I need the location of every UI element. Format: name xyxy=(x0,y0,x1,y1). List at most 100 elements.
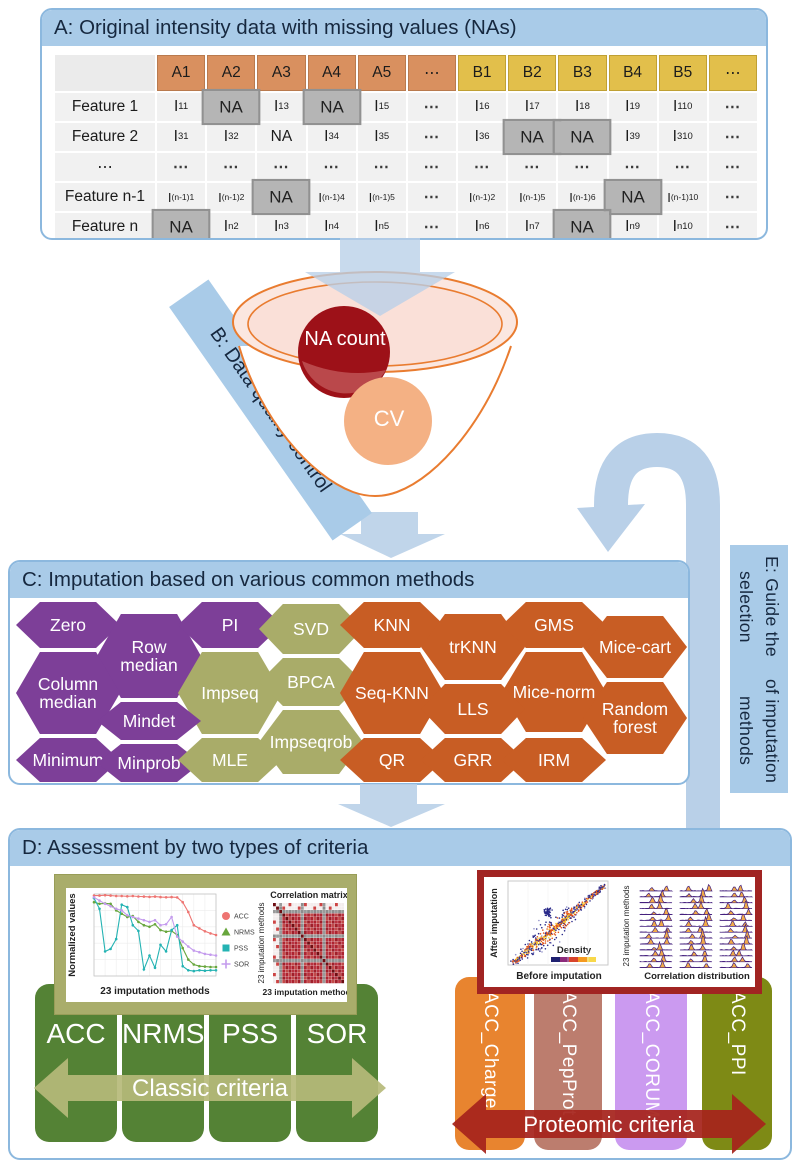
table-cell-dots: ⋯ xyxy=(307,153,356,181)
column-header-B4: B4 xyxy=(608,55,657,91)
na-cell: NA xyxy=(151,208,211,238)
column-header-B3: B3 xyxy=(558,55,607,91)
column-header-⋯: ⋯ xyxy=(708,55,757,91)
table-cell: I (n-1)2 xyxy=(458,183,507,211)
table-cell-dots: ⋯ xyxy=(708,93,757,121)
arrow-b-to-c-icon xyxy=(340,512,445,558)
hexagon-method-qr: QR xyxy=(340,738,444,782)
hexagon-method-impseq: Impseq xyxy=(178,652,282,734)
cv-circle xyxy=(344,377,432,465)
column-header-A4: A4 xyxy=(307,55,356,91)
table-cell-dots: ⋯ xyxy=(508,153,557,181)
na-cell: NA xyxy=(502,118,562,156)
density-scatter-plot: After imputation Before imputation Densi… xyxy=(489,880,609,982)
ridgeline-xlabel: Correlation distribution xyxy=(644,971,750,982)
table-cell: I (n-1)10 xyxy=(658,183,707,211)
hexagon-method-seq-knn: Seq-KNN xyxy=(340,652,444,734)
table-cell-dots: ⋯ xyxy=(708,213,757,238)
ridgeline-ylabel: 23 imputation methods xyxy=(622,886,631,967)
panel-a: A: Original intensity data with missing … xyxy=(40,8,768,240)
column-header-B2: B2 xyxy=(508,55,557,91)
proteomic-criteria-arrow: Proteomic criteria xyxy=(452,1094,766,1154)
legend-item-ACC: ACC xyxy=(234,914,249,921)
classic-pillar-sor: SOR xyxy=(296,984,378,1142)
line-chart-ylabel: Normalized values xyxy=(67,893,78,976)
table-cell: I (n-1)6 xyxy=(558,183,607,211)
row-label: Feature 1 xyxy=(55,93,155,121)
panel-e-label-line2: of imputation methods xyxy=(736,678,782,783)
na-cell: NA xyxy=(251,178,311,216)
table-cell-dots: ⋯ xyxy=(558,153,607,181)
panel-c-title: C: Imputation based on various common me… xyxy=(10,562,688,598)
table-cell: I 15 xyxy=(357,93,406,121)
na-cell: NA xyxy=(552,118,612,156)
table-cell-dots: ⋯ xyxy=(608,153,657,181)
panel-c: C: Imputation based on various common me… xyxy=(8,560,690,785)
table-cell-dots: ⋯ xyxy=(407,153,456,181)
table-corner-cell xyxy=(55,55,155,91)
hexagon-method-mle: MLE xyxy=(178,738,282,782)
column-header-A2: A2 xyxy=(207,55,256,91)
row-label: Feature 2 xyxy=(55,123,155,151)
na-cell: NA xyxy=(302,88,362,126)
table-cell: I (n-1)5 xyxy=(357,183,406,211)
table-cell: I 13 xyxy=(257,93,306,121)
hexagon-method-irm: IRM xyxy=(502,738,606,782)
row-label: ⋯ xyxy=(55,153,155,181)
hexagon-method-zero: Zero xyxy=(16,602,120,648)
hexagon-method-random-forest: Random forest xyxy=(583,682,687,754)
table-cell: I 17 xyxy=(508,93,557,121)
classic-charts: Normalized values 23 imputation methods … xyxy=(66,888,347,1002)
intensity-table: A1 A2 A3 A4 A5 ⋯ B1 B2 B3 B4 B5 ⋯ Feature 1 I 11 NA I 13 N… xyxy=(55,55,757,238)
table-cell: I 16 xyxy=(458,93,507,121)
panel-a-title: A: Original intensity data with missing … xyxy=(42,10,766,46)
cv-label: CV xyxy=(373,406,405,431)
classic-criteria-arrow: Classic criteria xyxy=(34,1058,386,1118)
funnel-icon xyxy=(232,271,518,497)
na-cell: NA xyxy=(552,208,612,238)
hexagon-method-svd: SVD xyxy=(259,604,363,654)
na-cell: NA xyxy=(201,88,261,126)
table-cell-dots: ⋯ xyxy=(407,213,456,238)
corr-matrix-title: Correlation matrix xyxy=(270,890,347,900)
table-cell-dots: ⋯ xyxy=(357,153,406,181)
row-label: Feature n-1 xyxy=(55,183,155,211)
table-cell-dots: ⋯ xyxy=(658,153,707,181)
table-cell: I 11 xyxy=(157,93,206,121)
proteomic-assessment-card: After imputation Before imputation Densi… xyxy=(477,870,762,994)
table-cell-dots: ⋯ xyxy=(407,183,456,211)
row-label: Feature n xyxy=(55,213,155,238)
hexagon-method-minprob: Minprob xyxy=(97,744,201,782)
table-cell-dots: ⋯ xyxy=(458,153,507,181)
table-cell-dots: ⋯ xyxy=(407,123,456,151)
line-chart: Normalized values 23 imputation methods … xyxy=(67,893,255,997)
density-legend-label: Density xyxy=(557,945,592,956)
proteomic-arrow-label: Proteomic criteria xyxy=(523,1112,695,1137)
panel-d-title: D: Assessment by two types of criteria xyxy=(10,830,790,866)
hexagon-method-column-median: Column median xyxy=(16,652,120,734)
table-cell: I 32 xyxy=(207,123,256,151)
table-cell: I 36 xyxy=(458,123,507,151)
column-header-B5: B5 xyxy=(658,55,707,91)
table-cell: I 19 xyxy=(608,93,657,121)
column-header-A1: A1 xyxy=(157,55,206,91)
line-chart-xlabel: 23 imputation methods xyxy=(100,986,210,997)
panel-e-label-line1: E: Guide the selection xyxy=(736,556,782,658)
table-cell: I 34 xyxy=(307,123,356,151)
table-cell-dots: ⋯ xyxy=(257,153,306,181)
table-cell-dots: ⋯ xyxy=(708,153,757,181)
feedback-loop-arrow-icon xyxy=(577,432,720,832)
panel-d: D: Assessment by two types of criteria A… xyxy=(8,828,792,1160)
corr-matrix-xlabel: 23 imputation methods xyxy=(262,987,347,997)
density-colorbar-icon xyxy=(551,957,596,962)
table-cell-dots: ⋯ xyxy=(708,183,757,211)
classic-assessment-card: Normalized values 23 imputation methods … xyxy=(54,874,357,1015)
na-cell: NA xyxy=(603,178,663,216)
table-cell: I (n-1)2 xyxy=(207,183,256,211)
